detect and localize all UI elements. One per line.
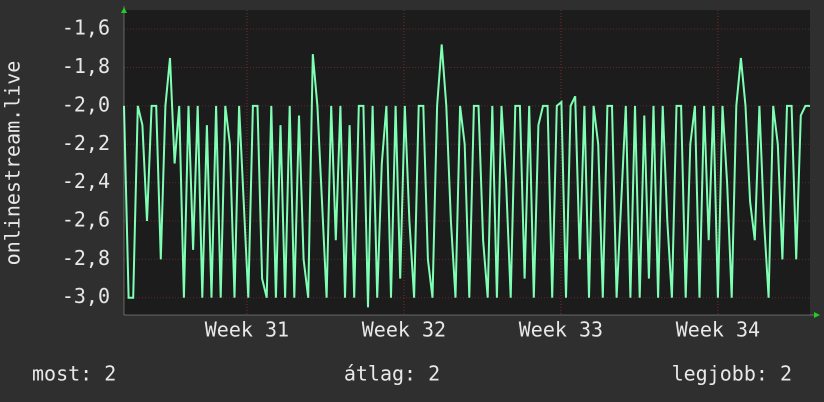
plot-area — [124, 10, 810, 315]
y-tick-label: -3,0 — [62, 284, 110, 308]
x-tick-label: Week 32 — [362, 318, 446, 342]
y-tick-label: -2,6 — [62, 208, 110, 232]
y-tick-label: -2,2 — [62, 131, 110, 155]
data-line — [123, 44, 810, 308]
y-tick-label: -2,4 — [62, 169, 110, 193]
stat-max: legjobb: 2 — [672, 362, 792, 386]
stat-current: most: 2 — [32, 362, 116, 386]
y-axis-arrow — [121, 7, 127, 13]
x-axis-arrow — [814, 312, 820, 318]
y-tick-label: -2,0 — [62, 92, 110, 116]
y-tick-label: -1,6 — [62, 16, 110, 40]
y-tick-label: -2,8 — [62, 246, 110, 270]
x-tick-label: Week 34 — [676, 318, 760, 342]
x-tick-label: Week 31 — [205, 318, 289, 342]
y-axis-label: onlinestream.live — [1, 61, 25, 266]
stat-average: átlag: 2 — [344, 362, 440, 386]
x-tick-label: Week 33 — [519, 318, 603, 342]
y-tick-label: -1,8 — [62, 54, 110, 78]
